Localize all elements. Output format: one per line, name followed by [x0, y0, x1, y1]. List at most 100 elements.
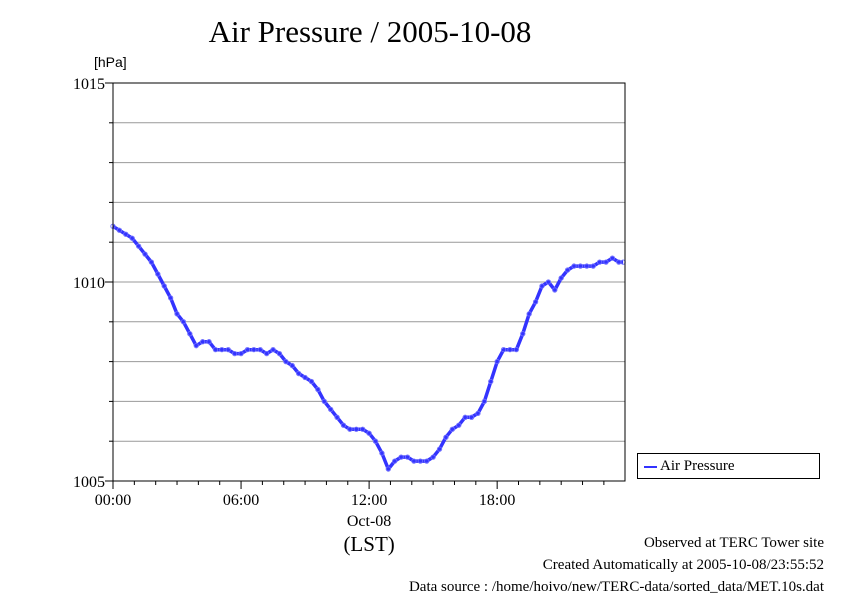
data-point: [603, 259, 609, 265]
data-point: [251, 347, 257, 353]
data-point: [449, 426, 455, 432]
data-point: [417, 458, 423, 464]
y-axis-unit-label: [hPa]: [94, 54, 127, 70]
series-line-air-pressure: [112, 224, 624, 471]
data-point: [161, 283, 167, 289]
data-point: [270, 347, 276, 353]
data-point: [584, 263, 590, 269]
data-point: [609, 255, 616, 261]
data-point: [545, 279, 552, 285]
data-point: [264, 350, 270, 357]
data-point: [443, 434, 449, 440]
y-tick-label: 1010: [73, 275, 105, 292]
series-layer: [110, 223, 626, 472]
data-point: [462, 414, 468, 420]
data-point: [340, 422, 347, 428]
data-point: [193, 343, 199, 349]
data-point: [206, 339, 212, 345]
data-point: [436, 446, 443, 452]
data-point: [520, 331, 526, 337]
data-point: [468, 414, 475, 420]
data-point: [174, 311, 180, 317]
data-point: [155, 271, 161, 277]
data-point: [475, 410, 481, 416]
data-point: [596, 259, 603, 265]
x-tick-label: 00:00: [95, 492, 131, 509]
data-point: [552, 287, 558, 293]
data-point: [180, 319, 187, 325]
data-point: [334, 414, 340, 420]
data-point: [526, 311, 532, 317]
data-point: [225, 347, 231, 353]
data-point: [360, 426, 366, 432]
legend: Air Pressure: [637, 453, 820, 479]
data-point: [481, 398, 488, 405]
data-point: [456, 422, 462, 428]
data-point: [116, 227, 123, 233]
legend-label: Air Pressure: [660, 458, 735, 474]
data-point: [398, 454, 404, 460]
data-point: [558, 275, 564, 281]
data-point: [353, 426, 359, 432]
data-point: [366, 430, 372, 436]
data-point: [385, 466, 391, 472]
data-point: [232, 350, 238, 357]
footer-created: Created Automatically at 2005-10-08/23:5…: [542, 557, 824, 573]
x-date-label: Oct-08: [347, 513, 391, 530]
data-point: [347, 426, 353, 432]
data-point: [135, 243, 142, 249]
data-point: [187, 331, 193, 337]
data-point: [219, 347, 225, 353]
chart-title: Air Pressure / 2005-10-08: [208, 14, 532, 49]
data-point: [539, 283, 545, 289]
data-point: [123, 231, 129, 237]
grid-lines: [113, 122, 625, 442]
data-point: [212, 347, 219, 353]
data-point: [430, 454, 436, 460]
data-point: [564, 267, 571, 273]
data-point: [513, 347, 520, 353]
x-tick-label: 18:00: [479, 492, 515, 509]
data-point: [411, 458, 417, 464]
data-point: [142, 251, 148, 257]
data-point: [296, 370, 302, 377]
data-point: [283, 358, 289, 365]
data-point: [500, 347, 507, 353]
data-point: [372, 438, 379, 444]
data-point: [148, 259, 155, 265]
data-point: [167, 295, 174, 301]
data-point: [315, 386, 321, 393]
y-tick-label: 1005: [73, 474, 105, 491]
data-point: [321, 398, 327, 405]
data-point: [257, 347, 263, 353]
axis-ticks: 1005 1010 1015 00:00 06:00 12:00 18:00 Oct-08 (L…: [73, 76, 605, 556]
footer-source: Data source : /home/hoivo/new/TERC-data/…: [408, 579, 824, 595]
data-point: [302, 374, 308, 381]
x-tick-label: 06:00: [223, 492, 259, 509]
y-tick-label: 1015: [73, 76, 105, 93]
x-axis-label: (LST): [343, 532, 394, 556]
data-point: [507, 347, 513, 353]
data-point: [238, 350, 244, 357]
data-point: [379, 450, 385, 456]
data-point: [571, 263, 577, 269]
x-tick-label: 12:00: [351, 492, 387, 509]
data-point: [199, 339, 206, 345]
legend-swatch: [644, 466, 657, 468]
data-point: [392, 458, 398, 464]
data-point: [424, 458, 430, 464]
data-point: [308, 378, 315, 385]
footer-observed: Observed at TERC Tower site: [643, 535, 824, 551]
data-point: [244, 347, 251, 353]
data-point: [289, 362, 295, 369]
data-point: [488, 378, 494, 385]
data-point: [590, 263, 596, 269]
data-point: [328, 406, 334, 413]
data-point: [494, 358, 500, 365]
data-point: [404, 454, 411, 460]
data-point: [276, 350, 283, 357]
data-point: [129, 235, 135, 241]
data-point: [577, 263, 584, 269]
data-point: [532, 299, 539, 305]
